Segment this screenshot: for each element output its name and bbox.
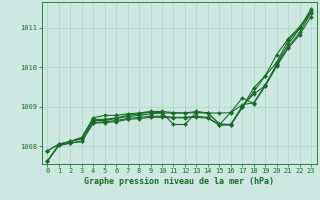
X-axis label: Graphe pression niveau de la mer (hPa): Graphe pression niveau de la mer (hPa) (84, 177, 274, 186)
